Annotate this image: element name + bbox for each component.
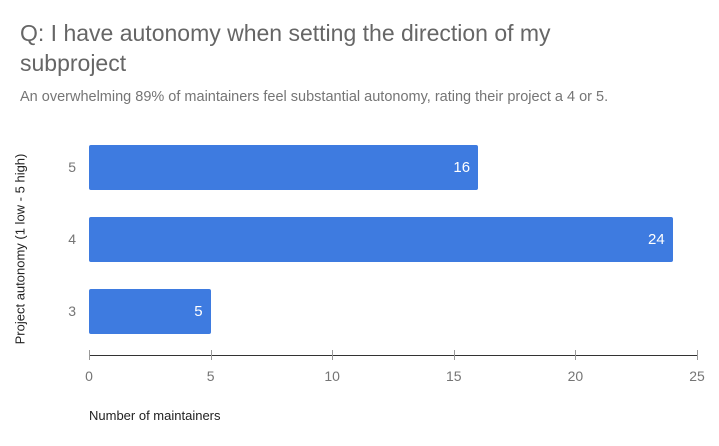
x-axis-tick-label: 0 [85, 368, 93, 384]
x-axis-tick-label: 10 [324, 368, 340, 384]
x-axis-tick-label: 15 [446, 368, 462, 384]
bar: 16 [89, 145, 479, 190]
x-axis-title: Number of maintainers [89, 408, 221, 423]
chart-subtitle: An overwhelming 89% of maintainers feel … [20, 89, 609, 105]
x-axis-tick [210, 350, 212, 360]
bar: 24 [89, 217, 673, 262]
bar: 5 [89, 289, 211, 334]
x-axis-tick [89, 350, 90, 360]
chart-title: Q: I have autonomy when setting the dire… [20, 20, 551, 76]
category-label: 3 [68, 303, 76, 319]
x-axis-tick [453, 350, 455, 360]
category-label: 4 [68, 231, 76, 247]
x-axis-tick-label: 20 [567, 368, 584, 384]
x-axis-tick-label: 25 [689, 368, 705, 384]
x-axis-tick [332, 350, 334, 360]
y-axis-title: Project autonomy (1 low - 5 high) [12, 153, 28, 345]
bar-value-label: 24 [647, 231, 665, 248]
x-axis-line [89, 354, 697, 356]
x-axis-tick-label: 5 [206, 368, 215, 384]
x-axis-tick [575, 350, 577, 360]
bar-value-label: 5 [194, 303, 203, 320]
bar-value-label: 16 [453, 159, 471, 176]
category-label: 5 [68, 159, 76, 175]
x-axis-tick [697, 350, 698, 360]
